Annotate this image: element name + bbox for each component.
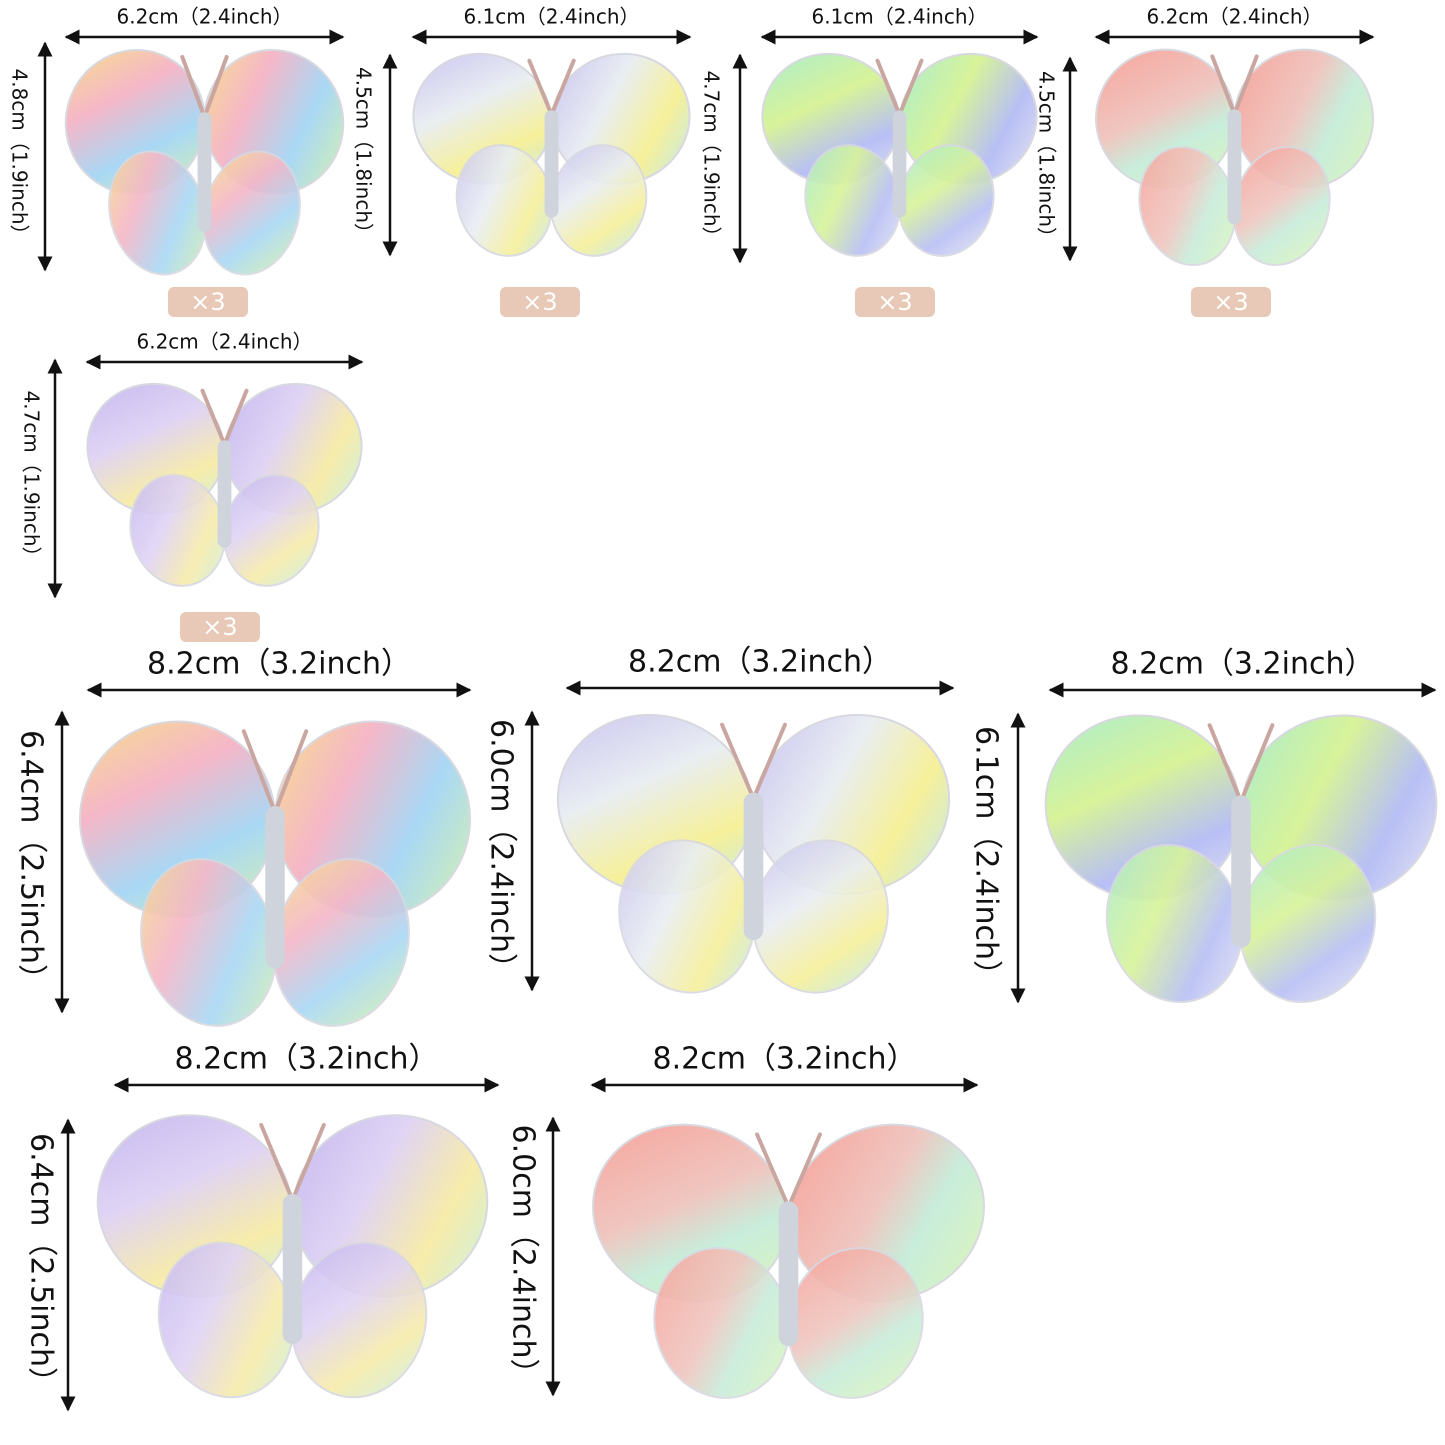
antenna <box>200 388 227 447</box>
body <box>743 792 764 941</box>
body <box>282 1194 303 1344</box>
height-label: 4.7cm（1.9inch） <box>20 391 44 567</box>
antenna <box>259 1123 295 1202</box>
antenna <box>897 58 924 117</box>
butterfly <box>86 382 363 587</box>
butterfly <box>556 713 951 994</box>
butterfly <box>96 1114 489 1399</box>
antenna <box>720 722 756 801</box>
height-label: 6.0cm（2.4inch） <box>506 1125 541 1389</box>
width-label: 8.2cm（3.2inch） <box>1111 647 1375 682</box>
antenna <box>180 55 207 119</box>
quantity-label: ×3 <box>522 288 557 316</box>
height-label: 4.8cm（1.9inch） <box>8 69 32 245</box>
height-label: 6.0cm（2.4inch） <box>484 719 519 983</box>
quantity-label: ×3 <box>190 288 225 316</box>
antenna <box>222 388 249 447</box>
height-label: 6.4cm（2.5inch） <box>24 1133 59 1397</box>
body <box>265 806 285 969</box>
butterfly <box>412 52 691 257</box>
width-label: 6.2cm（2.4inch） <box>1147 5 1323 29</box>
height-label: 6.1cm（2.4inch） <box>969 726 1004 990</box>
antenna <box>202 55 229 119</box>
butterfly <box>64 49 345 276</box>
antenna <box>1232 54 1259 116</box>
height-label: 4.5cm（1.8inch） <box>1035 71 1059 247</box>
antenna <box>241 729 277 815</box>
body <box>1231 795 1251 948</box>
butterfly <box>78 720 471 1027</box>
quantity-label: ×3 <box>202 613 237 641</box>
butterfly <box>1044 714 1438 1004</box>
width-label: 6.1cm（2.4inch） <box>464 5 640 29</box>
antenna <box>1207 723 1243 804</box>
antenna <box>751 722 787 801</box>
width-label: 8.2cm（3.2inch） <box>175 1042 439 1077</box>
width-label: 8.2cm（3.2inch） <box>653 1042 917 1077</box>
butterfly <box>761 52 1038 257</box>
height-label: 6.4cm（2.5inch） <box>14 730 49 994</box>
antenna <box>273 729 309 815</box>
antenna <box>786 1132 822 1209</box>
antenna <box>1210 54 1237 116</box>
height-label: 4.7cm（1.9inch） <box>700 71 724 247</box>
body <box>778 1201 799 1347</box>
body <box>197 112 212 233</box>
width-label: 8.2cm（3.2inch） <box>147 647 411 682</box>
quantity-badge <box>855 287 935 317</box>
antenna <box>755 1132 791 1209</box>
butterfly <box>592 1123 985 1399</box>
quantity-badge <box>168 287 248 317</box>
quantity-badge <box>1191 287 1271 317</box>
quantity-label: ×3 <box>877 288 912 316</box>
antenna <box>549 58 576 117</box>
height-label: 4.5cm（1.8inch） <box>352 67 376 243</box>
antenna <box>290 1123 326 1202</box>
antenna <box>1239 723 1275 804</box>
butterfly <box>1095 48 1374 267</box>
width-label: 8.2cm（3.2inch） <box>628 645 892 680</box>
quantity-badge <box>180 612 260 642</box>
body <box>544 110 559 218</box>
quantity-badge <box>500 287 580 317</box>
body <box>217 440 232 548</box>
quantity-label: ×3 <box>1213 288 1248 316</box>
body <box>892 110 907 218</box>
antenna <box>527 58 554 117</box>
width-label: 6.2cm（2.4inch） <box>117 5 293 29</box>
body <box>1227 109 1242 225</box>
antenna <box>875 58 902 117</box>
width-label: 6.1cm（2.4inch） <box>812 5 988 29</box>
width-label: 6.2cm（2.4inch） <box>137 330 313 354</box>
